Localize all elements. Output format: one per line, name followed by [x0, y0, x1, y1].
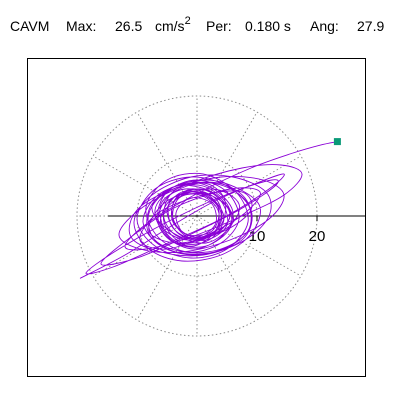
end-point-marker: [333, 138, 341, 146]
per-label: Per:: [206, 18, 232, 34]
max-unit-exponent: 2: [184, 15, 191, 27]
max-unit-base: cm/s: [155, 18, 185, 34]
plot-frame: [27, 58, 366, 377]
per-value: 0.180 s: [245, 18, 291, 34]
channel-label: CAVM: [10, 18, 50, 34]
max-label: Max:: [66, 18, 97, 34]
ang-label: Ang:: [310, 18, 339, 34]
ang-value: 27.9: [357, 18, 385, 34]
chart-header: CAVM Max: 26.5 cm/s2 Per: 0.180 s Ang: 2…: [0, 0, 400, 44]
marker-layer: [333, 138, 341, 146]
max-unit: cm/s2: [155, 15, 191, 34]
x-tick-label-20: 20: [309, 228, 326, 245]
grid-spoke-240: [136, 215, 198, 321]
orbit-line: [79, 141, 338, 279]
orbit-trace: [79, 141, 338, 279]
max-value: 26.5: [115, 18, 143, 34]
